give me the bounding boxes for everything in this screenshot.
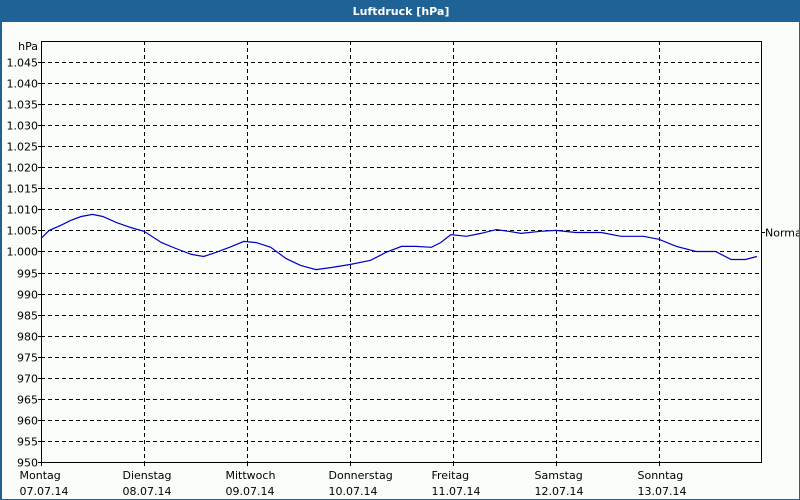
y-tick-label: 990	[17, 289, 38, 302]
y-tick-label: 1.020	[7, 162, 39, 175]
y-tick-label: 1.045	[7, 57, 39, 70]
x-date-label: 11.07.14	[432, 485, 481, 498]
y-tick-label: 995	[17, 268, 38, 281]
y-tick-label: 1.005	[7, 225, 39, 238]
y-tick-label: 1.035	[7, 99, 39, 112]
x-date-label: 08.07.14	[123, 485, 172, 498]
x-day-label: Mittwoch	[226, 469, 276, 482]
y-tick-label: 950	[17, 457, 38, 470]
normal-label: Normal	[765, 227, 799, 240]
y-tick-label: 1.030	[7, 120, 39, 133]
y-tick-label: 1.025	[7, 141, 39, 154]
y-tick-label: 1.015	[7, 183, 39, 196]
x-date-label: 13.07.14	[638, 485, 687, 498]
y-tick-label: 985	[17, 310, 38, 323]
chart-area: 950 955 960 965 970 975 980 985 990 995 1.000 1.005…	[2, 22, 799, 499]
x-date-label: 10.07.14	[329, 485, 378, 498]
x-day-label: Samstag	[535, 469, 583, 482]
x-date-label: 09.07.14	[226, 485, 275, 498]
x-date-label: 07.07.14	[20, 485, 69, 498]
y-tick-label: 960	[17, 415, 38, 428]
y-axis-unit-label: hPa	[18, 40, 38, 53]
plot-frame	[41, 41, 762, 463]
y-tick-label: 1.040	[7, 78, 39, 91]
y-tick-label: 980	[17, 331, 38, 344]
x-date-label: 12.07.14	[535, 485, 584, 498]
x-day-label: Freitag	[432, 469, 470, 482]
y-tick-label: 965	[17, 394, 38, 407]
pressure-line	[40, 213, 758, 271]
y-tick-label: 955	[17, 436, 38, 449]
pressure-chart: 950 955 960 965 970 975 980 985 990 995 1.000 1.005…	[7, 40, 800, 498]
y-tick-label: 1.000	[7, 246, 39, 259]
x-day-label: Montag	[20, 469, 61, 482]
y-tick-label: 1.010	[7, 204, 39, 217]
window-title: Luftdruck [hPa]	[1, 1, 800, 22]
x-day-label: Dienstag	[123, 469, 172, 482]
x-day-label: Donnerstag	[329, 469, 393, 482]
x-day-label: Sonntag	[638, 469, 684, 482]
y-tick-label: 975	[17, 352, 38, 365]
y-tick-label: 970	[17, 373, 38, 386]
